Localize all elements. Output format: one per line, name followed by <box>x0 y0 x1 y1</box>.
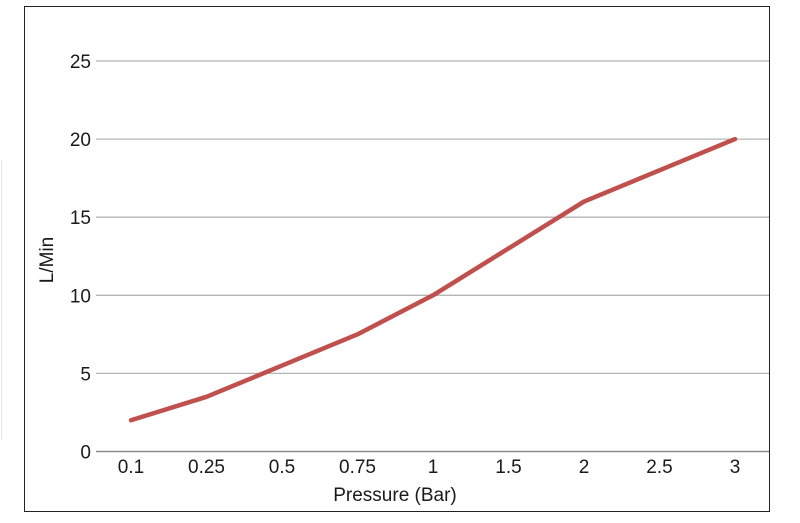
y-tick-label: 20 <box>70 130 91 151</box>
y-tick-label: 25 <box>70 52 91 73</box>
x-axis-title: Pressure (Bar) <box>333 485 457 506</box>
x-tick-label: 0.5 <box>269 457 295 478</box>
x-tick-label: 1 <box>428 457 439 478</box>
x-tick-label: 2 <box>579 457 590 478</box>
chart-frame <box>24 6 770 512</box>
left-edge-line <box>1 160 2 440</box>
y-tick-label: 15 <box>70 208 91 229</box>
x-tick-label: 0.1 <box>118 457 144 478</box>
gridlines <box>96 60 769 453</box>
x-tick-label: 0.25 <box>188 457 225 478</box>
x-tick-label: 2.5 <box>646 457 672 478</box>
y-tick-label: 0 <box>80 443 91 464</box>
x-tick-label: 0.75 <box>339 457 376 478</box>
y-tick-label: 5 <box>80 364 91 385</box>
series-line-0 <box>128 136 738 423</box>
y-axis-title: L/Min <box>37 237 58 283</box>
x-tick-label: 1.5 <box>495 457 521 478</box>
x-axis-ticks: 0.1 0.25 0.5 0.75 1 1.5 2 2.5 3 <box>118 457 741 478</box>
series-layer <box>128 136 738 423</box>
y-tick-label: 10 <box>70 286 91 307</box>
x-tick-label: 3 <box>730 457 741 478</box>
y-axis-ticks: 0 5 10 15 20 25 <box>70 52 91 464</box>
